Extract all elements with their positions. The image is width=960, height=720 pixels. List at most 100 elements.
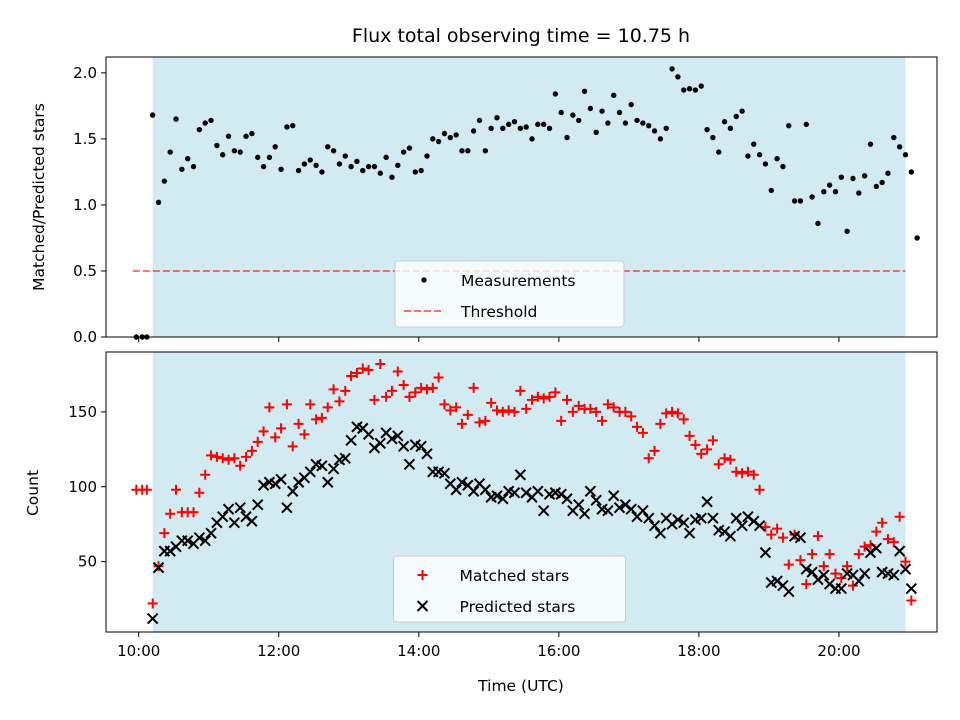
measurement-point [354,158,360,165]
measurement-point [225,133,232,139]
x-tick-label: 16:00 [537,642,580,660]
predicted-star-point [199,534,211,547]
matched-star-point [287,441,298,452]
bottom-axes-frame [105,351,938,633]
x-tick-label: 14:00 [397,642,440,660]
matched-star-point [882,534,893,545]
predicted-star-point [374,437,386,450]
predicted-star-point [584,485,597,497]
predicted-star-point [205,527,217,539]
measurement-point [173,116,179,122]
matched-star-point [404,391,415,402]
measurement-point [383,154,389,161]
matched-star-point [340,385,351,396]
matched-star-point [456,418,467,429]
predicted-star-point [783,585,795,598]
measurement-point [488,125,494,132]
measurement-point [447,134,454,141]
predicted-star-point [322,476,334,488]
legend-label: Matched stars [460,567,570,585]
matched-star-point [626,411,637,422]
predicted-star-point [222,503,235,515]
matched-star-point [737,468,748,479]
matched-star-point [783,559,794,570]
matched-star-point [772,523,783,534]
predicted-star-point [327,463,340,475]
matched-star-point [241,451,252,462]
measurement-point [214,142,220,149]
measurement-point [558,109,564,116]
measurement-point [739,108,745,114]
matched-star-point [381,391,392,402]
measurement-point [149,112,156,118]
measurement-point [873,183,880,190]
predicted-star-point [724,530,737,542]
measurement-point [611,92,617,99]
predicted-star-point [532,485,544,497]
matched-star-point [223,454,234,465]
bottom-legend: Matched stars Predicted stars [393,555,626,623]
matched-star-point [299,429,310,440]
measurement-point [686,85,693,92]
measurement-point [669,66,675,72]
matched-star-point [194,487,205,498]
matched-star-point [509,406,520,417]
measurement-point [651,128,658,134]
predicted-star-point [421,448,433,460]
legend-matched-marker [417,570,428,580]
matched-star-point [643,453,654,464]
measurement-point [155,199,162,205]
top-y-tick-label: 2.0 [73,64,97,82]
measurement-point [704,126,710,133]
predicted-star-point [345,434,357,447]
predicted-star-point [800,563,812,575]
x-tick-label: 20:00 [817,642,860,660]
measurement-point [272,144,278,150]
matched-star-point [316,412,327,423]
measurement-point [231,148,238,154]
measurement-point [184,155,191,162]
matched-star-point [328,384,339,395]
predicted-star-point [648,519,661,532]
measurement-point [424,153,430,159]
predicted-star-point [403,458,416,471]
matched-star-point [527,394,538,405]
measurement-point [535,121,541,128]
legend-measurements-marker [421,277,427,283]
matched-star-point [824,549,835,560]
predicted-star-point [602,505,614,517]
measurement-point [710,134,716,141]
measurement-point [791,198,798,204]
matched-star-point [252,436,263,447]
measurement-point [470,128,477,134]
measurement-point [406,145,413,151]
matched-star-point [859,541,870,552]
measurement-point [646,122,652,129]
predicted-star-point [252,499,264,511]
measurement-point [453,132,459,138]
measurement-point [803,121,809,128]
predicted-star-point [701,496,713,508]
measurement-point [605,120,611,126]
matched-star-point [421,384,432,395]
measurement-point [546,125,553,132]
matched-star-point [544,391,555,402]
measurement-point [733,113,739,120]
measurement-point [856,190,862,196]
matched-star-point [637,427,648,438]
predicted-star-point [870,542,883,554]
matched-star-point [141,484,152,495]
measurement-point [640,120,646,126]
measurement-point [441,130,448,137]
measurement-point [395,162,401,169]
measurement-point [698,83,704,89]
predicted-star-point [257,479,270,491]
matched-star-point [702,444,713,455]
predicted-star-point [397,440,410,453]
measurement-point [336,161,343,167]
measurement-point [389,174,395,180]
measurement-point [476,117,483,124]
predicted-star-point [893,545,906,557]
measurement-point [780,163,786,170]
predicted-star-point [572,499,585,511]
